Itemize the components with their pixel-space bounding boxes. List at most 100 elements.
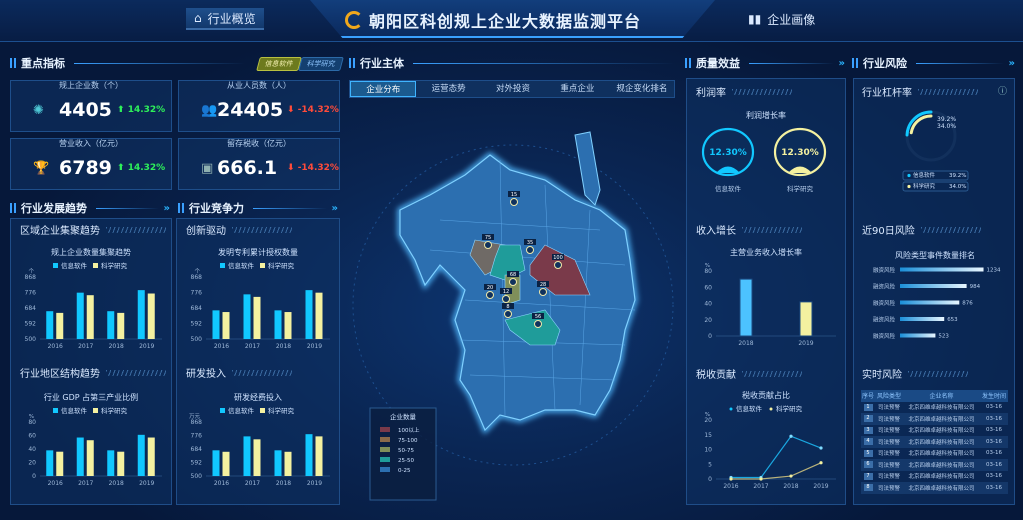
section-key-indicators: 重点指标 [10,55,245,71]
bar [900,300,960,305]
location-pin-icon[interactable] [509,278,517,286]
kpi-label: 从业人员数（人） [227,81,291,90]
table-cell: 司法预警 [877,451,900,458]
section-risk: 行业风险 » [852,55,1015,71]
x-tick-label: 2016 [48,343,63,350]
marker-label-bg [500,288,512,294]
table-row[interactable]: 5 司法预警 北京四维卓越科技有限公司 03-16 [861,448,1008,460]
marker-label-bg [524,239,536,245]
table-row[interactable]: 3 司法预警 北京四维卓越科技有限公司 03-16 [861,425,1008,437]
chart-title: 规上企业数量集聚趋势 [51,247,131,257]
y-tick-label: 868 [25,274,37,281]
y-unit: % [29,414,34,420]
bar [315,436,323,476]
kpi-change-value: -14.32% [297,105,339,115]
table-row[interactable]: 1 司法预警 北京四维卓越科技有限公司 03-16 [861,402,1008,414]
table-row[interactable]: 8 司法预警 北京四维卓越科技有限公司 03-16 [861,482,1008,494]
bar-value: 653 [947,317,958,323]
bar [900,267,984,272]
data-point [819,461,823,465]
table-cell: 北京四维卓越科技有限公司 [908,405,975,412]
section-industry-entities: 行业主体 [349,55,675,71]
district-map[interactable]: 15 75 35 100 68 28 20 12 8 56 企业数量 100以上 75-100 50-75… [348,100,678,510]
chart-title: 行业 GDP 占第三产业比例 [44,392,138,402]
nav-industry-overview[interactable]: ⌂ 行业概览 [186,8,264,30]
location-pin-icon[interactable] [526,246,534,254]
y-tick-label: 40 [704,301,712,308]
location-pin-icon[interactable] [510,198,518,206]
table-row[interactable]: 7 司法预警 北京四维卓越科技有限公司 03-16 [861,471,1008,483]
x-tick-label: 2017 [753,483,768,490]
bar [147,437,155,476]
row-index: 2 [863,415,873,423]
bar [315,292,323,339]
main-tabs: 企业分布 运营态势 对外投资 重点企业 规企变化排名 [349,80,675,98]
location-pin-icon[interactable] [484,241,492,249]
y-tick-label: 776 [191,290,203,297]
nav-label: 行业概览 [207,11,256,26]
y-tick-label: 592 [191,321,203,328]
bar [76,292,84,339]
table-row[interactable]: 6 司法预警 北京四维卓越科技有限公司 03-16 [861,459,1008,471]
marker-label-bg [484,284,496,290]
marker-label-bg [552,254,564,260]
column-header: 发生时间 [979,390,1008,402]
nav-enterprise-profile[interactable]: ▮▮ 企业画像 [740,8,823,30]
bar-value: 1234 [987,268,1001,274]
bar [107,450,115,476]
bar-value: 523 [938,334,949,340]
main-tab[interactable]: 运营态势 [431,84,466,94]
bar [739,278,753,337]
more-arrow-icon[interactable]: » [838,57,845,69]
legend-label: 信息软件 [913,171,936,179]
legend-swatch [220,263,225,268]
table-row[interactable]: 2 司法预警 北京四维卓越科技有限公司 03-16 [861,413,1008,425]
subtitle-region: 行业地区结构趋势 [20,365,166,380]
people-icon: 👥 [201,103,218,118]
bar [243,436,251,476]
arrow-down-icon: ⬇ [287,105,295,115]
more-arrow-icon[interactable]: » [1008,57,1015,69]
legend-label: 科学研究 [913,182,936,190]
main-tab[interactable]: 重点企业 [560,84,595,94]
subtitle-text: 收入增长 [696,226,736,237]
panel-risk [853,78,1015,505]
arrow-down-icon: ⬇ [287,163,295,173]
row-index: 5 [863,449,873,457]
table-cell: 03-16 [985,473,1002,480]
table-row[interactable]: 4 司法预警 北京四维卓越科技有限公司 03-16 [861,436,1008,448]
location-pin-icon[interactable] [554,261,562,269]
location-pin-icon[interactable] [486,291,494,299]
map-region[interactable] [574,131,601,206]
main-tab[interactable]: 规企变化排名 [616,84,668,94]
location-pin-icon[interactable] [502,295,510,303]
bar [56,451,64,476]
kpi-card: 营业收入（亿元） 🏆 6789 ⬆ 14.32% [10,138,172,190]
more-arrow-icon[interactable]: » [163,202,170,214]
more-arrow-icon[interactable]: » [331,202,338,214]
main-tab[interactable]: 企业分布 [350,81,417,97]
bar [799,301,813,337]
series-line [731,462,822,480]
legend-swatch [907,173,911,178]
kpi-card: 从业人员数（人） 👥 24405 ⬇ -14.32% [178,80,340,132]
info-icon[interactable]: ⓘ [998,87,1008,97]
location-pin-icon[interactable] [534,320,542,328]
marker-label: 35 [527,240,533,246]
kpi-card: 规上企业数（个） ✺ 4405 ⬆ 14.32% [10,80,172,132]
map-boundary [429,249,626,266]
tab-info-software[interactable]: 信息软件 [256,57,302,71]
tab-science-research[interactable]: 科学研究 [298,57,344,71]
legend-label: 0-25 [398,468,411,474]
y-tick-label: 868 [191,419,203,426]
location-pin-icon[interactable] [504,310,512,318]
kpi-change-value: 14.32% [127,163,166,173]
gauge-ring [773,127,827,177]
location-pin-icon[interactable] [539,288,547,296]
main-tab[interactable]: 对外投资 [496,84,531,94]
map-boundary [579,209,591,406]
map-region-highlight[interactable] [504,309,561,346]
legend-swatch [769,407,773,411]
row-index: 8 [863,484,873,492]
legend-swatch [380,437,390,442]
